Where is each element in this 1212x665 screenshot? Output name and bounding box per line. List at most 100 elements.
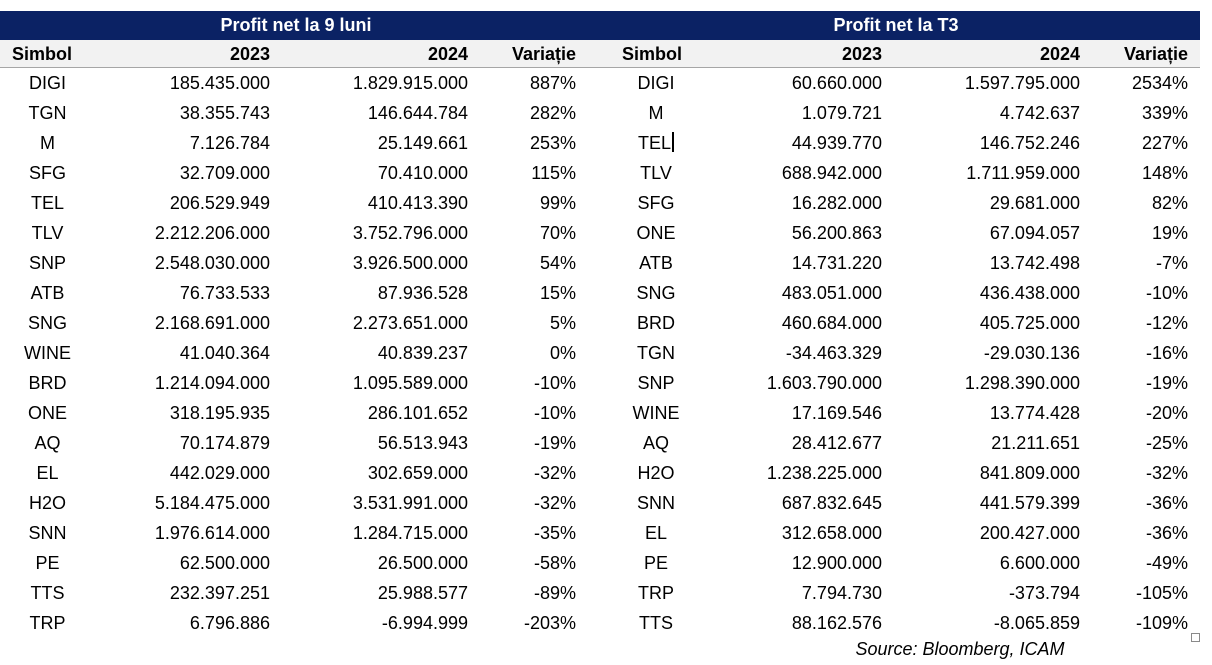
symbol-cell: TRP	[638, 582, 674, 603]
symbol-cell: TGN	[637, 342, 675, 363]
variation-cell: -36%	[1145, 522, 1188, 543]
symbol-cell: EL	[36, 462, 59, 483]
symbol-cell: PE	[643, 552, 668, 573]
value-cell: 67.094.057	[989, 222, 1080, 243]
value-cell: -29.030.136	[983, 342, 1080, 363]
symbol-cell: SNG	[636, 282, 676, 303]
right-table-body: DIGI 60.660.000 1.597.795.000 2534% M 1.079.7…	[610, 68, 1200, 638]
table-row: M 7.126.784 25.149.661 253%	[0, 128, 588, 158]
variation-cell: 339%	[1141, 102, 1188, 123]
value-cell: 87.936.528	[377, 282, 468, 303]
value-cell: 2.273.651.000	[352, 312, 468, 333]
symbol-cell: H2O	[637, 462, 675, 483]
value-cell: 3.531.991.000	[352, 492, 468, 513]
table-row: PE 62.500.000 26.500.000 -58%	[0, 548, 588, 578]
value-cell: 17.169.546	[791, 402, 882, 423]
value-cell: 21.211.651	[991, 432, 1080, 453]
variation-cell: 70%	[539, 222, 576, 243]
variation-cell: -109%	[1135, 612, 1188, 633]
value-cell: 25.149.661	[377, 132, 468, 153]
value-cell: 146.752.246	[979, 132, 1080, 153]
symbol-cell: TLV	[31, 222, 64, 243]
value-cell: 1.829.915.000	[352, 72, 468, 93]
symbol-cell: EL	[644, 522, 668, 543]
value-cell: 302.659.000	[367, 462, 468, 483]
variation-cell: -12%	[1145, 312, 1188, 333]
value-cell: 56.200.863	[791, 222, 882, 243]
variation-cell: -10%	[1145, 282, 1188, 303]
table-row: ONE 56.200.863 67.094.057 19%	[610, 218, 1200, 248]
variation-cell: -32%	[533, 462, 576, 483]
value-cell: 41.040.364	[179, 342, 270, 363]
header-row: Simbol 2023 2024 Variație	[0, 40, 588, 68]
symbol-cell: SFG	[637, 192, 675, 213]
table-row: SFG 32.709.000 70.410.000 115%	[0, 158, 588, 188]
symbol-cell: PE	[35, 552, 60, 573]
table-row: WINE 41.040.364 40.839.237 0%	[0, 338, 588, 368]
left-table-title: Profit net la 9 luni	[220, 15, 372, 35]
value-cell: 286.101.652	[367, 402, 468, 423]
left-table-body: DIGI 185.435.000 1.829.915.000 887% TGN 38.35…	[0, 68, 588, 638]
table-row: EL 312.658.000 200.427.000 -36%	[610, 518, 1200, 548]
object-anchor-square-icon	[1191, 633, 1200, 642]
symbol-cell: AQ	[34, 432, 61, 453]
value-cell: 687.832.645	[781, 492, 882, 513]
table-row: SNN 1.976.614.000 1.284.715.000 -35%	[0, 518, 588, 548]
value-cell: 70.410.000	[377, 162, 468, 183]
value-cell: 13.774.428	[989, 402, 1080, 423]
value-cell: 7.126.784	[189, 132, 270, 153]
table-row: ATB 14.731.220 13.742.498 -7%	[610, 248, 1200, 278]
table-row: ATB 76.733.533 87.936.528 15%	[0, 278, 588, 308]
value-cell: 1.597.795.000	[964, 72, 1080, 93]
table-row: SNN 687.832.645 441.579.399 -36%	[610, 488, 1200, 518]
variation-cell: 99%	[539, 192, 576, 213]
symbol-cell: AQ	[642, 432, 669, 453]
value-cell: 1.095.589.000	[352, 372, 468, 393]
table-row: DIGI 60.660.000 1.597.795.000 2534%	[610, 68, 1200, 98]
table-row: EL 442.029.000 302.659.000 -32%	[0, 458, 588, 488]
right-table-title: Profit net la T3	[833, 15, 959, 35]
variation-cell: -203%	[523, 612, 576, 633]
value-cell: 312.658.000	[781, 522, 882, 543]
value-cell: 56.513.943	[377, 432, 468, 453]
symbol-cell: SNP	[637, 372, 675, 393]
value-cell: 28.412.677	[791, 432, 882, 453]
symbol-cell[interactable]: TEL	[610, 128, 702, 158]
value-cell: 70.174.879	[179, 432, 270, 453]
value-cell: 60.660.000	[791, 72, 882, 93]
variation-cell: -36%	[1145, 492, 1188, 513]
table-row: TGN -34.463.329 -29.030.136 -16%	[610, 338, 1200, 368]
value-cell: 4.742.637	[999, 102, 1080, 123]
profit-9-months-table: Simbol 2023 2024 Variație DIGI 185.435.00…	[0, 40, 588, 638]
column-header-strip	[0, 40, 1200, 68]
value-cell: -373.794	[1008, 582, 1080, 603]
variation-cell: 15%	[539, 282, 576, 303]
value-cell: 12.900.000	[791, 552, 882, 573]
column-header-simbol: Simbol	[622, 43, 683, 64]
value-cell: 29.681.000	[989, 192, 1080, 213]
variation-cell: 115%	[531, 162, 576, 183]
symbol-cell: SNN	[28, 522, 67, 543]
column-header-2023: 2023	[841, 43, 882, 64]
symbol-cell: TLV	[640, 162, 672, 183]
value-cell: 185.435.000	[169, 72, 270, 93]
table-row: SFG 16.282.000 29.681.000 82%	[610, 188, 1200, 218]
right-table-header: Simbol 2023 2024 Variație	[610, 40, 1200, 68]
value-cell: 436.438.000	[979, 282, 1080, 303]
value-cell: 6.796.886	[189, 612, 270, 633]
symbol-cell: SNG	[27, 312, 67, 333]
value-cell: 44.939.770	[791, 132, 882, 153]
table-row: AQ 28.412.677 21.211.651 -25%	[610, 428, 1200, 458]
table-row: H2O 5.184.475.000 3.531.991.000 -32%	[0, 488, 588, 518]
value-cell: -8.065.859	[993, 612, 1080, 633]
table-row: TTS 88.162.576 -8.065.859 -109%	[610, 608, 1200, 638]
value-cell: 13.742.498	[989, 252, 1080, 273]
table-row: M 1.079.721 4.742.637 339%	[610, 98, 1200, 128]
value-cell: 410.413.390	[367, 192, 468, 213]
table-row: WINE 17.169.546 13.774.428 -20%	[610, 398, 1200, 428]
profit-q3-table: Simbol 2023 2024 Variație DIGI 60.660.000…	[610, 40, 1200, 638]
symbol-cell: M	[40, 132, 55, 153]
table-row: SNP 1.603.790.000 1.298.390.000 -19%	[610, 368, 1200, 398]
variation-cell: 5%	[549, 312, 576, 333]
table-row: TTS 232.397.251 25.988.577 -89%	[0, 578, 588, 608]
